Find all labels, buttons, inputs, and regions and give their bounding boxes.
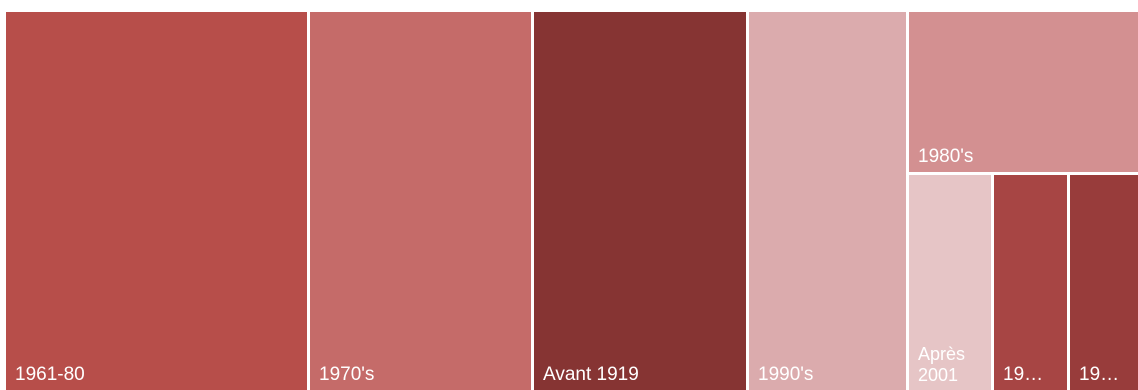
tile-label: 1961-80 bbox=[15, 364, 85, 385]
treemap-tile-1980-s-4[interactable]: 1980's bbox=[909, 12, 1138, 172]
treemap-tile-19-6[interactable]: 19… bbox=[994, 175, 1067, 390]
tile-label: Avant 1919 bbox=[543, 364, 639, 385]
treemap-tile-1961-80-0[interactable]: 1961-80 bbox=[6, 12, 307, 390]
tile-label: 1990's bbox=[758, 364, 814, 385]
treemap-tile-19-7[interactable]: 19… bbox=[1070, 175, 1138, 390]
tile-label: 19… bbox=[1079, 364, 1120, 385]
tile-label: 1980's bbox=[918, 146, 974, 167]
tile-label: 19… bbox=[1003, 364, 1044, 385]
treemap-tile-1970-s-1[interactable]: 1970's bbox=[310, 12, 531, 390]
treemap-tile-1990-s-3[interactable]: 1990's bbox=[749, 12, 906, 390]
tile-label: Après 2001 bbox=[918, 344, 966, 385]
treemap-tile-avant-1919-2[interactable]: Avant 1919 bbox=[534, 12, 746, 390]
tile-label: 1970's bbox=[319, 364, 375, 385]
treemap-tile-apr-s-2001-5[interactable]: Après 2001 bbox=[909, 175, 991, 390]
